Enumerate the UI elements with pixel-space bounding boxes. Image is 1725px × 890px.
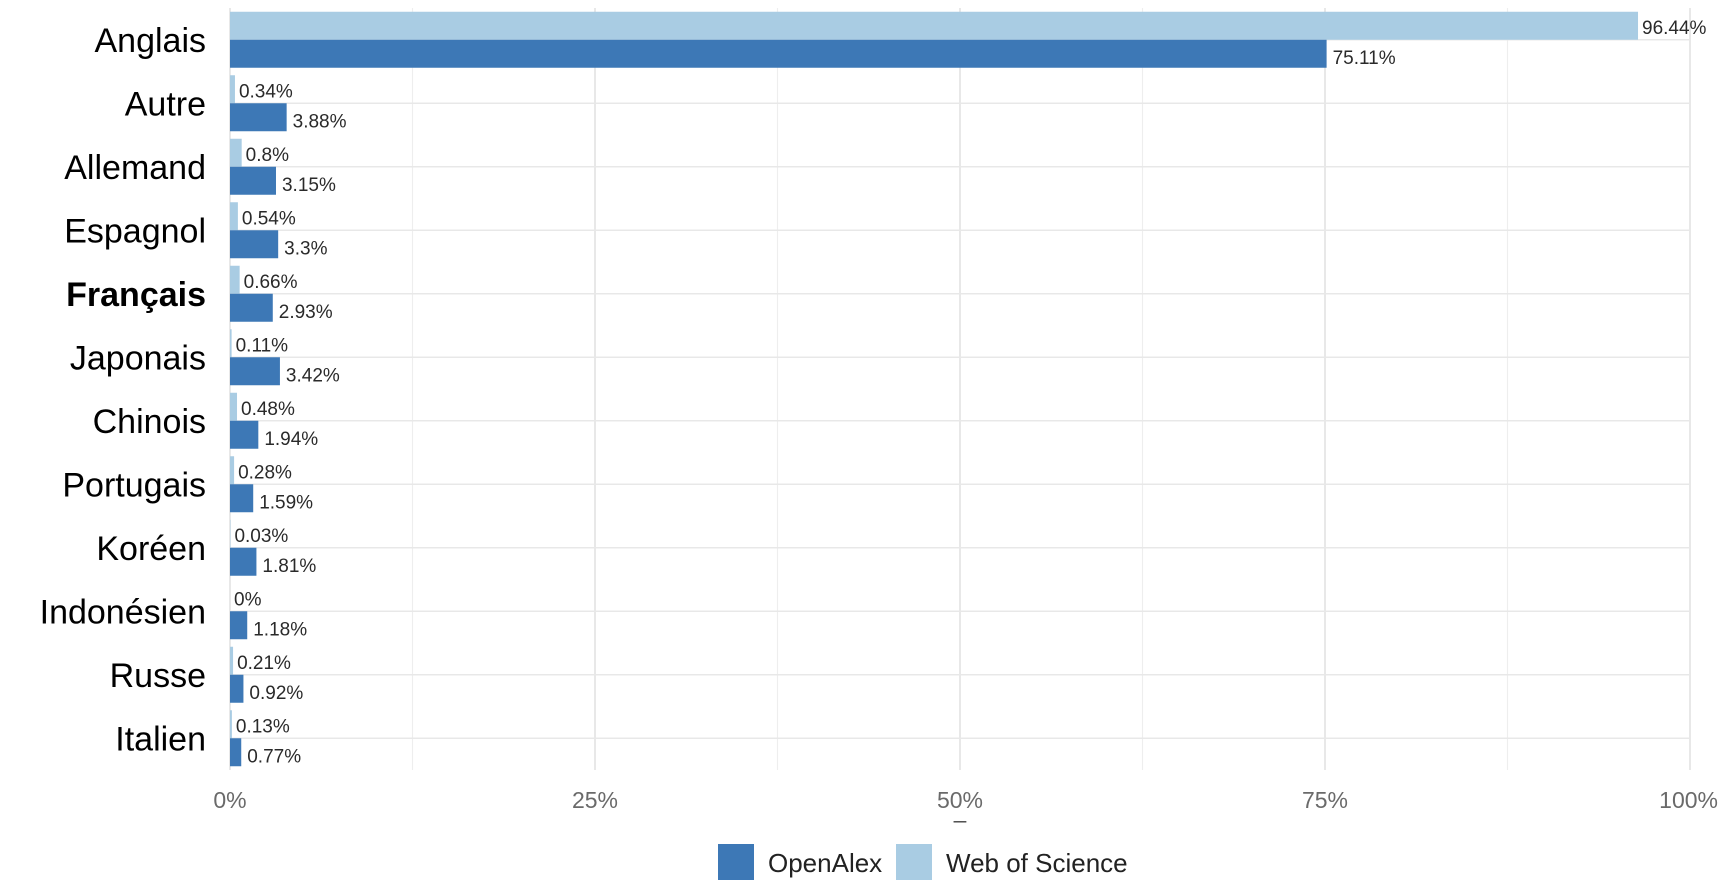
x-tick-label: 75% [1302, 787, 1348, 813]
bar-openalex [230, 484, 254, 513]
category-label: Portugais [62, 466, 206, 504]
value-label-web-of-science: 96.44% [1642, 18, 1707, 39]
bar-web-of-science [230, 202, 238, 231]
value-label-web-of-science: 0.21% [237, 653, 291, 674]
bar-openalex [230, 230, 279, 259]
category-label: Japonais [70, 339, 206, 377]
value-label-web-of-science: 0.11% [236, 335, 289, 356]
bar-web-of-science [230, 456, 235, 485]
value-label-web-of-science: 0.66% [244, 272, 298, 293]
value-label-openalex: 3.42% [286, 365, 340, 386]
bar-web-of-science [230, 392, 238, 421]
legend-swatch [718, 844, 754, 880]
category-label: Chinois [93, 403, 206, 441]
category-label: Russe [110, 657, 206, 695]
category-label: Italien [115, 720, 206, 758]
grid [229, 8, 1691, 770]
value-label-web-of-science: 0.13% [236, 716, 290, 737]
category-label: Autre [125, 85, 206, 123]
category-label: Allemand [64, 149, 206, 187]
value-label-openalex: 2.93% [279, 302, 333, 323]
bar-openalex [230, 547, 257, 576]
category-label: Koréen [96, 530, 206, 568]
legend-label: Web of Science [946, 848, 1128, 878]
category-label: Anglais [94, 22, 206, 60]
x-axis-title: _ [953, 798, 967, 823]
category-label: Indonésien [40, 593, 206, 631]
x-tick-label: 0% [213, 787, 246, 813]
value-label-openalex: 3.3% [284, 238, 327, 259]
bar-openalex [230, 357, 280, 386]
value-label-web-of-science: 0.34% [239, 81, 293, 102]
x-axis: 0% 25% 50% 75% 100% [213, 787, 1718, 813]
value-label-openalex: 1.18% [253, 619, 307, 640]
value-label-openalex: 1.94% [264, 429, 318, 450]
category-labels: Anglais Autre Allemand Espagnol Français Japo… [40, 22, 206, 759]
legend-label: OpenAlex [768, 848, 882, 878]
value-label-web-of-science: 0% [234, 589, 262, 610]
bar-web-of-science [230, 265, 240, 294]
value-label-web-of-science: 0.54% [242, 208, 296, 229]
value-label-openalex: 3.88% [293, 111, 347, 132]
bar-openalex [230, 674, 244, 703]
value-label-web-of-science: 0.8% [246, 145, 289, 166]
x-tick-label: 25% [572, 787, 618, 813]
bar-openalex [230, 39, 1327, 68]
value-label-openalex: 75.11% [1333, 48, 1396, 69]
category-label: Français [66, 276, 206, 314]
bar-openalex [230, 293, 273, 322]
value-label-openalex: 1.59% [259, 492, 313, 513]
value-label-openalex: 0.77% [247, 746, 301, 767]
bar-openalex [230, 103, 287, 132]
value-labels: 96.44% 75.11% 0.34%3.88%0.8% 3.15% 0.54% 3.3%… [234, 18, 1707, 768]
bar-web-of-science [230, 138, 242, 167]
bar-openalex [230, 166, 276, 195]
value-label-openalex: 0.92% [249, 683, 303, 704]
bar-web-of-science [230, 11, 1639, 40]
category-label: Espagnol [64, 212, 206, 250]
bar-web-of-science [230, 329, 232, 358]
value-label-web-of-science: 0.03% [234, 526, 288, 547]
legend-swatch [896, 844, 932, 880]
bars [230, 11, 1639, 767]
bar-openalex [230, 738, 242, 767]
bar-web-of-science [230, 75, 235, 104]
x-tick-label: 50% [937, 787, 983, 813]
bar-openalex [230, 611, 248, 640]
legend: OpenAlex Web of Science [718, 844, 1128, 880]
value-label-openalex: 3.15% [282, 175, 336, 196]
value-label-openalex: 1.81% [262, 556, 316, 577]
bar-web-of-science [230, 710, 232, 739]
value-label-web-of-science: 0.48% [241, 399, 295, 420]
x-tick-label: 100% [1659, 787, 1718, 813]
bar-web-of-science [230, 646, 234, 675]
bar-openalex [230, 420, 259, 449]
value-label-web-of-science: 0.28% [238, 462, 292, 483]
